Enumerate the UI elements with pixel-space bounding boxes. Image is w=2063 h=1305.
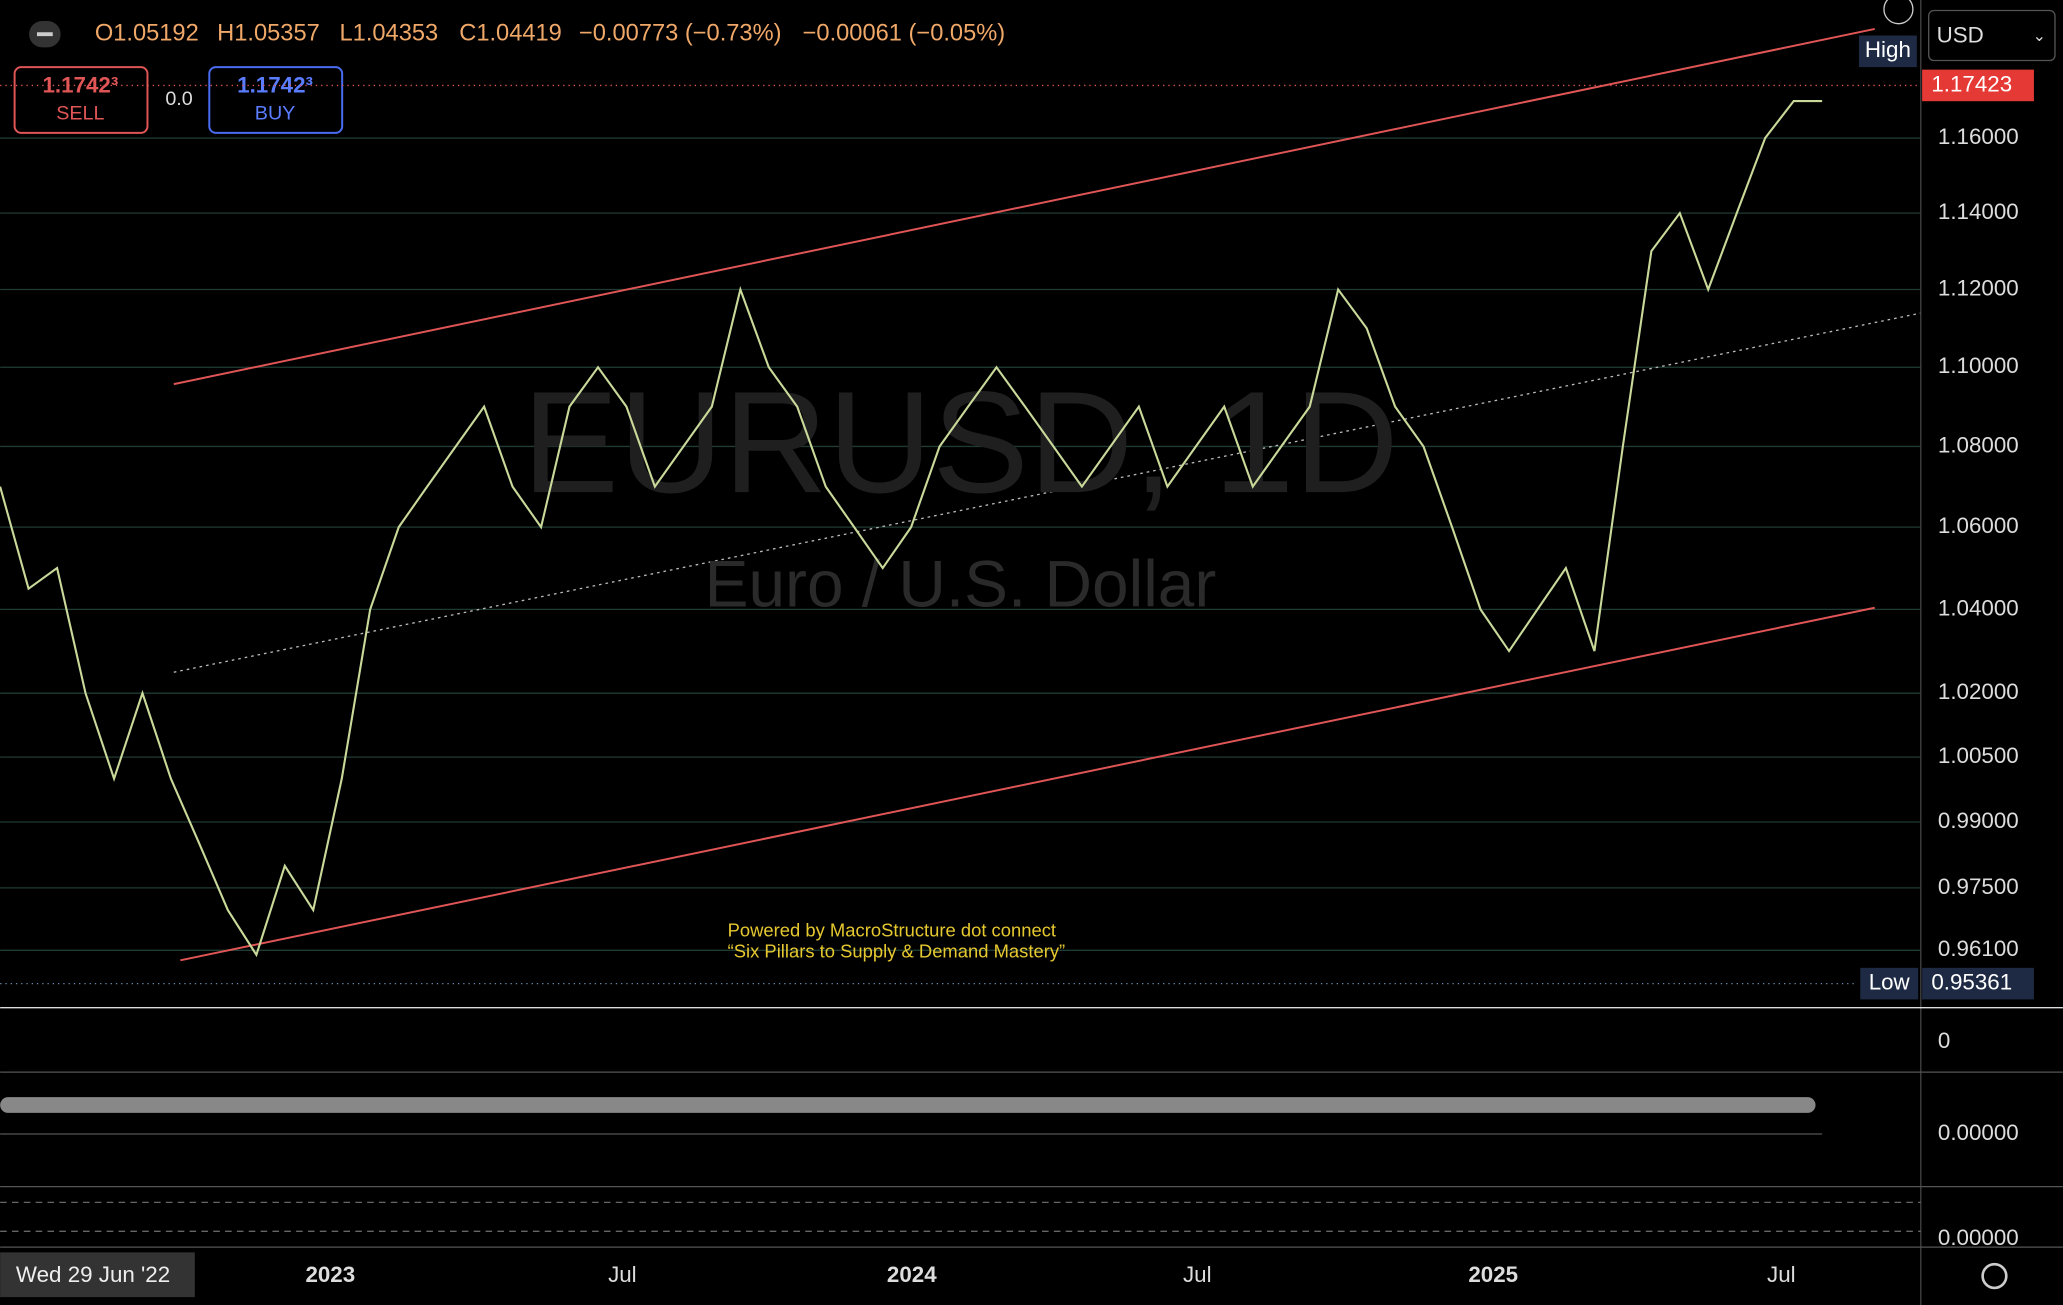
y-tick-label: 1.10000	[1938, 353, 2019, 378]
ohlc-high: H1.05357	[217, 20, 320, 46]
osc-axis-label: 0.00000	[1938, 1225, 2019, 1250]
signal-strip	[0, 1097, 1816, 1113]
sell-button[interactable]	[13, 66, 149, 134]
last-price-tag	[1922, 69, 2034, 102]
price-plot	[0, 99, 1823, 958]
channel-bottom	[180, 606, 1875, 962]
credit-line: “Six Pillars to Supply & Demand Mastery”	[728, 940, 1066, 961]
ohlc-change2: −0.00061 (−0.05%)	[803, 20, 1006, 46]
x-tick-label: 2025	[1468, 1262, 1518, 1287]
buy-button[interactable]	[208, 66, 344, 134]
low-label: Low	[1869, 970, 1911, 995]
currency: USD	[1937, 23, 1984, 48]
x-tick-label: 2024	[887, 1262, 937, 1287]
ohlc-close: C1.04419	[459, 20, 562, 46]
x-tick-label: Jul	[1767, 1262, 1796, 1287]
osc-axis-label: 0.00000	[1938, 1120, 2019, 1145]
x-tick-label: Jul	[1183, 1262, 1212, 1287]
y-tick-label: 1.12000	[1938, 275, 2019, 300]
ohlc-low: L1.04353	[340, 20, 439, 46]
y-tick-label: 1.16000	[1938, 124, 2019, 149]
buy-label: BUY	[255, 103, 296, 125]
y-tick-label: 0.97500	[1938, 874, 2019, 899]
y-tick-label: 1.04000	[1938, 595, 2019, 620]
watermark-symbol: EURUSD, 1D	[522, 361, 1398, 523]
ohlc-open: O1.05192	[95, 20, 199, 46]
watermark-name: Euro / U.S. Dollar	[705, 547, 1217, 621]
y-tick-label: 1.08000	[1938, 432, 2019, 457]
crosshair-date: Wed 29 Jun '22	[16, 1262, 170, 1287]
crosshair-date-box	[0, 1252, 195, 1298]
volume-axis-label: 0	[1938, 1028, 1950, 1053]
low-tag	[1860, 967, 1919, 1000]
sell-label: SELL	[56, 103, 104, 125]
add-button[interactable]	[1883, 0, 1914, 25]
y-tick-label: 1.14000	[1938, 199, 2019, 224]
x-tick-label: Jul	[608, 1262, 637, 1287]
price-line	[0, 99, 1823, 958]
y-tick-label: 1.06000	[1938, 513, 2019, 538]
ohlc-change: −0.00773 (−0.73%)	[579, 20, 782, 46]
spread: 0.0	[165, 88, 192, 110]
x-axis: 2023 Jul 2024 Jul 2025 Jul	[305, 1262, 1795, 1287]
currency-select[interactable]	[1928, 9, 2056, 62]
settings-button[interactable]	[1981, 1262, 2008, 1290]
dropdown-arrow: ⌄	[2033, 28, 2046, 45]
credit-line: Powered by MacroStructure dot connect	[728, 919, 1056, 940]
y-tick-label: 0.99000	[1938, 808, 2019, 833]
grid	[0, 137, 1921, 951]
last-price-label: 1.17423	[1931, 71, 2012, 96]
low-price-tag	[1922, 967, 2034, 1000]
high-tag	[1858, 35, 1917, 68]
y-tick-label: 1.00500	[1938, 743, 2019, 768]
y-tick-label: 0.96100	[1938, 936, 2019, 961]
high-label: High	[1865, 37, 1911, 62]
channel-mid	[173, 312, 1921, 673]
low-price-label: 0.95361	[1931, 970, 2012, 995]
x-tick-label: 2023	[305, 1262, 355, 1287]
y-tick-label: 1.02000	[1938, 679, 2019, 704]
channel-top	[173, 27, 1875, 386]
